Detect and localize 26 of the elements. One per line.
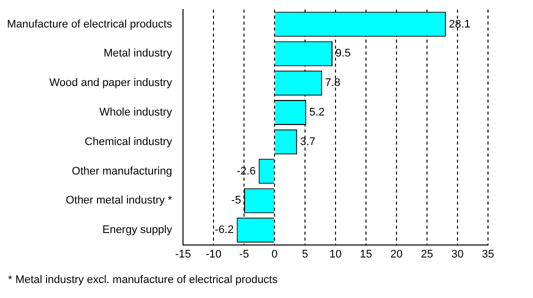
data-label: -2.6 <box>236 165 256 178</box>
x-tick-label: 35 <box>482 248 494 260</box>
x-tick-label: 5 <box>302 248 308 260</box>
y-tick-label: Metal industry <box>104 48 173 60</box>
x-tick-label: -5 <box>239 248 249 260</box>
text: * Metal industry excl. manufacture of electrical products <box>8 274 279 286</box>
x-tick-label: 20 <box>390 248 403 260</box>
data-label: 5.2 <box>309 106 325 119</box>
y-tick-label: Other manufacturing <box>72 165 172 178</box>
y-tick-label: Whole industry <box>99 106 173 119</box>
x-tick-label: 25 <box>420 248 434 260</box>
y-tick-label: Other metal industry * <box>66 194 173 207</box>
x-tick-label: 30 <box>451 248 464 260</box>
y-tick-label: Wood and paper industry <box>49 77 173 90</box>
x-tick-label: 15 <box>360 248 372 260</box>
data-label: 28.1 <box>448 18 470 30</box>
data-label: 9.5 <box>335 48 351 60</box>
x-tick-label: -15 <box>175 248 192 260</box>
x-tick-label: -10 <box>206 248 222 260</box>
data-label: -6.2 <box>214 224 234 236</box>
y-tick-label: Manufacture of electrical products <box>6 18 173 30</box>
x-tick-label: 0 <box>271 248 278 260</box>
y-tick-label: Energy supply <box>102 224 173 236</box>
data-label: -5 <box>231 194 242 207</box>
x-tick-label: 10 <box>329 248 342 260</box>
y-tick-label: Chemical industry <box>84 136 173 148</box>
